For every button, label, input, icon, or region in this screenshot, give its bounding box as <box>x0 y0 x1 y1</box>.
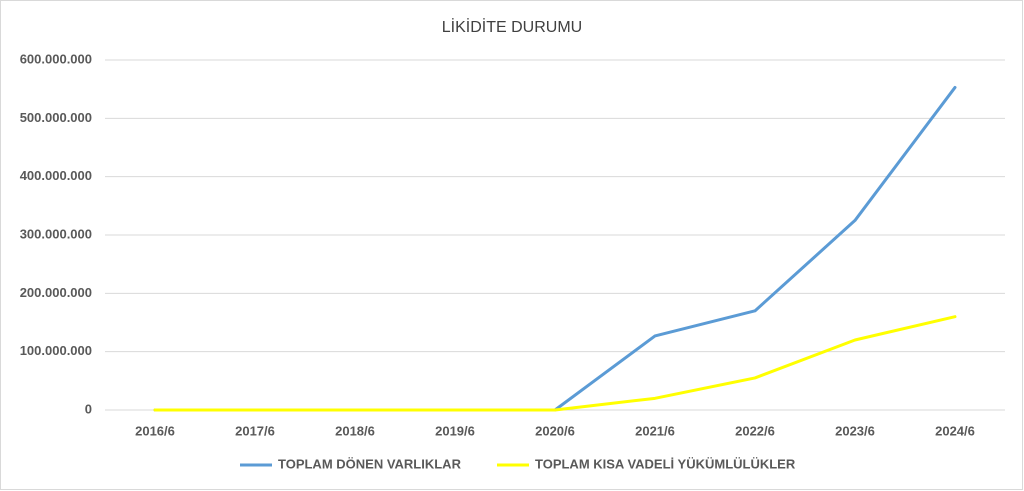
x-tick-label: 2023/6 <box>835 423 875 438</box>
y-tick-label: 200.000.000 <box>20 285 92 300</box>
y-tick-label: 100.000.000 <box>20 343 92 358</box>
legend-label: TOPLAM KISA VADELİ YÜKÜMLÜLÜKLER <box>535 456 796 471</box>
x-tick-label: 2019/6 <box>435 423 475 438</box>
x-tick-label: 2020/6 <box>535 423 575 438</box>
y-tick-label: 600.000.000 <box>20 51 92 66</box>
y-tick-label: 400.000.000 <box>20 168 92 183</box>
x-tick-label: 2022/6 <box>735 423 775 438</box>
x-tick-label: 2018/6 <box>335 423 375 438</box>
x-tick-label: 2017/6 <box>235 423 275 438</box>
x-tick-label: 2021/6 <box>635 423 675 438</box>
y-tick-label: 500.000.000 <box>20 110 92 125</box>
x-tick-label: 2016/6 <box>135 423 175 438</box>
legend-label: TOPLAM DÖNEN VARLIKLAR <box>278 456 462 471</box>
chart-title: LİKİDİTE DURUMU <box>442 17 582 36</box>
line <box>153 315 957 412</box>
y-tick-label: 300.000.000 <box>20 226 92 241</box>
x-tick-label: 2024/6 <box>935 423 975 438</box>
y-tick-label: 0 <box>85 401 92 416</box>
